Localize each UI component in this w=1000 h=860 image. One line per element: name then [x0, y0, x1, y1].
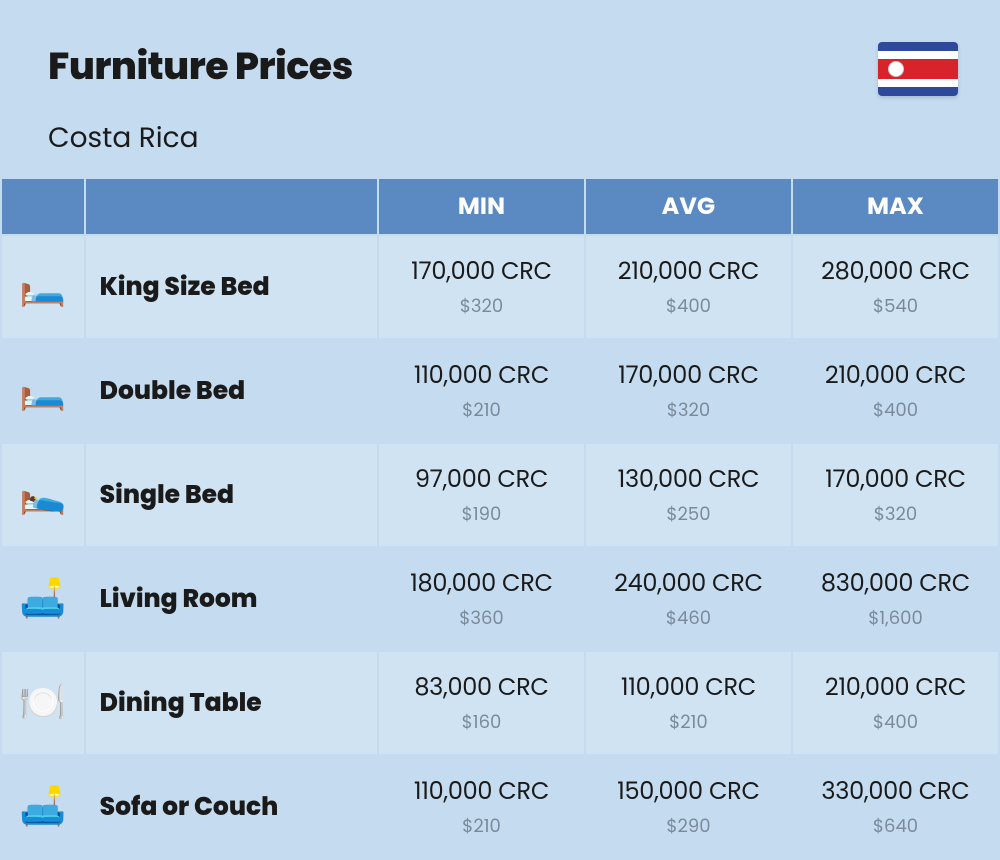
- price-crc: 830,000 CRC: [801, 566, 990, 601]
- price-crc: 180,000 CRC: [387, 566, 576, 601]
- furniture-icon: 🛏️: [2, 340, 84, 442]
- furniture-icon: 🛌: [2, 444, 84, 546]
- price-usd: $540: [801, 293, 990, 320]
- price-cell: 110,000 CRC $210: [379, 340, 584, 442]
- price-crc: 280,000 CRC: [801, 254, 990, 289]
- page-title: Furniture Prices: [48, 38, 952, 95]
- header-max: MAX: [793, 179, 998, 234]
- price-usd: $320: [387, 293, 576, 320]
- price-usd: $460: [594, 605, 783, 632]
- price-crc: 110,000 CRC: [387, 358, 576, 393]
- price-crc: 110,000 CRC: [387, 774, 576, 809]
- price-usd: $290: [594, 813, 783, 840]
- table-row: 🛏️Double Bed 110,000 CRC $210 170,000 CRC $3…: [2, 340, 998, 442]
- price-cell: 330,000 CRC $640: [793, 756, 998, 858]
- header-name-col: [86, 179, 377, 234]
- price-crc: 130,000 CRC: [594, 462, 783, 497]
- furniture-name: Double Bed: [86, 340, 377, 442]
- price-crc: 97,000 CRC: [387, 462, 576, 497]
- table-row: 🍽️Dining Table 83,000 CRC $160 110,000 CRC $…: [2, 652, 998, 754]
- page-subtitle: Costa Rica: [48, 117, 952, 159]
- price-cell: 170,000 CRC $320: [379, 236, 584, 338]
- price-crc: 110,000 CRC: [594, 670, 783, 705]
- price-crc: 210,000 CRC: [801, 670, 990, 705]
- price-cell: 240,000 CRC $460: [586, 548, 791, 650]
- price-cell: 170,000 CRC $320: [586, 340, 791, 442]
- furniture-name: King Size Bed: [86, 236, 377, 338]
- price-cell: 130,000 CRC $250: [586, 444, 791, 546]
- table-row: 🛋️Sofa or Couch 110,000 CRC $210 150,000 CR…: [2, 756, 998, 858]
- prices-table: MIN AVG MAX 🛏️King Size Bed 170,000 CRC $3…: [0, 177, 1000, 860]
- country-flag: [878, 42, 958, 96]
- price-cell: 150,000 CRC $290: [586, 756, 791, 858]
- price-usd: $250: [594, 501, 783, 528]
- price-crc: 210,000 CRC: [801, 358, 990, 393]
- price-usd: $190: [387, 501, 576, 528]
- price-usd: $1,600: [801, 605, 990, 632]
- price-usd: $360: [387, 605, 576, 632]
- table-row: 🛌Single Bed 97,000 CRC $190 130,000 CRC $250…: [2, 444, 998, 546]
- price-cell: 110,000 CRC $210: [379, 756, 584, 858]
- header-icon-col: [2, 179, 84, 234]
- price-cell: 210,000 CRC $400: [586, 236, 791, 338]
- price-crc: 170,000 CRC: [801, 462, 990, 497]
- price-usd: $210: [387, 813, 576, 840]
- price-crc: 330,000 CRC: [801, 774, 990, 809]
- price-usd: $160: [387, 709, 576, 736]
- price-crc: 210,000 CRC: [594, 254, 783, 289]
- price-crc: 170,000 CRC: [594, 358, 783, 393]
- price-crc: 83,000 CRC: [387, 670, 576, 705]
- price-cell: 280,000 CRC $540: [793, 236, 998, 338]
- furniture-icon: 🛏️: [2, 236, 84, 338]
- price-usd: $400: [594, 293, 783, 320]
- price-usd: $320: [594, 397, 783, 424]
- price-crc: 240,000 CRC: [594, 566, 783, 601]
- furniture-name: Single Bed: [86, 444, 377, 546]
- price-usd: $400: [801, 709, 990, 736]
- price-cell: 830,000 CRC $1,600: [793, 548, 998, 650]
- price-usd: $320: [801, 501, 990, 528]
- furniture-icon: 🛋️: [2, 756, 84, 858]
- price-usd: $210: [594, 709, 783, 736]
- header: Furniture Prices Costa Rica: [0, 0, 1000, 177]
- price-crc: 170,000 CRC: [387, 254, 576, 289]
- furniture-icon: 🍽️: [2, 652, 84, 754]
- price-usd: $640: [801, 813, 990, 840]
- price-crc: 150,000 CRC: [594, 774, 783, 809]
- price-cell: 97,000 CRC $190: [379, 444, 584, 546]
- furniture-name: Sofa or Couch: [86, 756, 377, 858]
- price-usd: $400: [801, 397, 990, 424]
- header-avg: AVG: [586, 179, 791, 234]
- price-cell: 210,000 CRC $400: [793, 652, 998, 754]
- price-cell: 180,000 CRC $360: [379, 548, 584, 650]
- furniture-name: Living Room: [86, 548, 377, 650]
- price-cell: 83,000 CRC $160: [379, 652, 584, 754]
- table-row: 🛋️Living Room 180,000 CRC $360 240,000 CRC $…: [2, 548, 998, 650]
- price-cell: 170,000 CRC $320: [793, 444, 998, 546]
- table-header-row: MIN AVG MAX: [2, 179, 998, 234]
- price-cell: 210,000 CRC $400: [793, 340, 998, 442]
- table-row: 🛏️King Size Bed 170,000 CRC $320 210,000 CR…: [2, 236, 998, 338]
- price-usd: $210: [387, 397, 576, 424]
- price-cell: 110,000 CRC $210: [586, 652, 791, 754]
- header-min: MIN: [379, 179, 584, 234]
- furniture-icon: 🛋️: [2, 548, 84, 650]
- furniture-name: Dining Table: [86, 652, 377, 754]
